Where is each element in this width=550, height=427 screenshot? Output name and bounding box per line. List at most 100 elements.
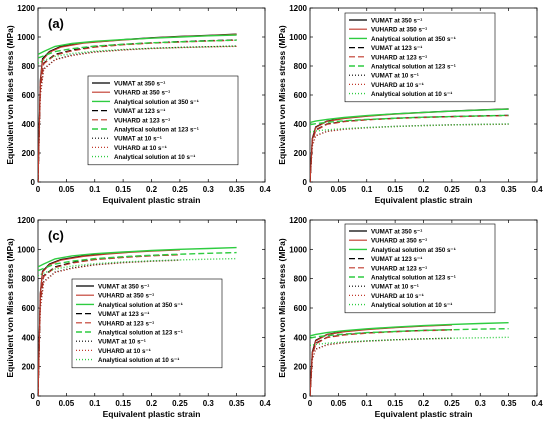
y-axis-label: Equivalent von Mises stress (MPa) [5,25,15,165]
x-tick-label: 0.15 [115,399,131,408]
legend-entry: VUHARD at 123 s⁻¹ [371,54,427,61]
x-tick-label: 0.35 [229,399,245,408]
y-tick-label: 400 [22,333,36,342]
legend-box [344,223,496,314]
x-tick-label: 0.1 [361,399,373,408]
legend-entry: VUHARD at 123 s⁻¹ [114,117,170,124]
legend-entry: Analytical solution at 10 s⁻¹ [98,357,179,364]
series-line-2 [310,322,509,337]
series-line-8 [38,45,237,64]
legend-entry: Analytical solution at 123 s⁻¹ [98,330,183,337]
legend-entry: VUMAT at 123 s⁻¹ [371,45,422,52]
chart-panel-d: 0 0.05 0.1 0.15 0.2 0.25 0.3 0.35 0.4 0 200 400 600 8… [277,216,543,419]
legend-entry: VUHARD at 10 s⁻¹ [371,82,424,89]
legend-entry: VUMAT at 10 s⁻¹ [371,73,419,80]
y-tick-label: 1000 [289,33,307,42]
y-axis-label: Equivalent von Mises stress (MPa) [277,25,287,165]
y-tick-label: 600 [22,304,36,313]
legend-entry: Analytical solution at 10 s⁻¹ [371,302,452,309]
series-line-4 [38,39,237,182]
x-tick-label: 0.4 [259,399,271,408]
y-tick-label: 1200 [289,216,307,225]
x-tick-label: 0.35 [229,185,245,194]
legend-entry: VUMAT at 10 s⁻¹ [371,284,419,291]
x-tick-label: 0.35 [501,185,517,194]
legend-entry: VUHARD at 123 s⁻¹ [98,320,154,327]
y-tick-label: 800 [22,275,36,284]
x-tick-label: 0.1 [361,185,373,194]
x-tick-label: 0.3 [475,185,487,194]
x-axis-label: Equivalent plastic strain [375,409,473,419]
y-tick-label: 1200 [17,4,35,13]
legend-entry: Analytical solution at 350 s⁻¹ [371,36,456,43]
x-tick-label: 0 [36,399,41,408]
y-tick-label: 1000 [17,33,35,42]
legend-entry: VUHARD at 10 s⁻¹ [114,145,167,152]
x-tick-label: 0.25 [444,399,460,408]
y-tick-label: 0 [303,392,308,401]
x-tick-label: 0.15 [387,185,403,194]
series-line-2 [38,34,237,56]
series-line-7 [38,45,237,182]
y-tick-label: 200 [294,363,308,372]
legend-entry: VUHARD at 350 s⁻¹ [98,293,154,300]
y-tick-label: 400 [294,120,308,129]
x-tick-label: 0.4 [531,185,543,194]
x-tick-label: 0 [308,185,313,194]
x-tick-label: 0.3 [203,185,215,194]
legend-entry: Analytical solution at 10 s⁻¹ [371,91,452,98]
x-tick-label: 0.05 [331,399,347,408]
legend-entry: VUHARD at 350 s⁻¹ [114,90,170,97]
y-tick-label: 1000 [17,245,35,254]
panel-label: (a) [48,16,64,31]
legend-entry: VUMAT at 10 s⁻¹ [114,136,162,143]
y-tick-label: 200 [22,363,36,372]
legend-entry: VUHARD at 350 s⁻¹ [371,238,427,245]
x-axis-label: Equivalent plastic strain [103,409,201,419]
x-tick-label: 0.15 [387,399,403,408]
x-tick-label: 0.2 [418,185,430,194]
y-tick-label: 400 [22,120,36,129]
x-tick-label: 0.2 [146,185,158,194]
x-axis-label: Equivalent plastic strain [375,195,473,205]
legend-entry: VUHARD at 10 s⁻¹ [98,348,151,355]
x-tick-label: 0.15 [115,185,131,194]
series-line-5 [38,39,237,59]
y-tick-label: 600 [294,304,308,313]
x-tick-label: 0.3 [475,399,487,408]
legend-box [87,75,239,166]
series-line-2 [38,246,237,268]
series-line-5 [38,251,237,272]
y-tick-label: 600 [294,91,308,100]
legend-entry: VUMAT at 123 s⁻¹ [114,108,165,115]
legend-entry: Analytical solution at 10 s⁻¹ [114,154,195,161]
x-tick-label: 0.25 [444,185,460,194]
series-line-4 [310,329,452,396]
x-tick-label: 0.3 [203,399,215,408]
y-tick-label: 800 [22,62,36,71]
series-line-7 [310,123,509,182]
series-line-7 [310,337,452,396]
legend-entry: VUMAT at 350 s⁻¹ [371,18,422,25]
panel-label: (c) [48,228,64,243]
legend-entry: VUMAT at 350 s⁻¹ [98,284,149,291]
x-tick-label: 0.1 [89,185,101,194]
chart-panel-a: 0 0.05 0.1 0.15 0.2 0.25 0.3 0.35 0.4 0 200 400 600 8… [5,4,271,205]
y-tick-label: 0 [31,178,36,187]
legend-box [344,12,496,103]
legend-entry: Analytical solution at 123 s⁻¹ [371,64,456,71]
series-line-8 [310,123,509,133]
series-line-4 [38,254,180,396]
legend-entry: Analytical solution at 350 s⁻¹ [371,247,456,254]
x-tick-label: 0.25 [172,185,188,194]
legend-entry: VUMAT at 10 s⁻¹ [98,339,146,346]
series-line-8 [310,336,509,347]
legend-entry: VUHARD at 10 s⁻¹ [371,293,424,300]
x-tick-label: 0.05 [331,185,347,194]
legend-entry: VUMAT at 123 s⁻¹ [371,256,422,263]
x-tick-label: 0.1 [89,399,101,408]
x-tick-label: 0.2 [146,399,158,408]
legend-entry: VUMAT at 350 s⁻¹ [371,229,422,236]
legend-entry: Analytical solution at 350 s⁻¹ [114,99,199,106]
y-tick-label: 200 [294,149,308,158]
